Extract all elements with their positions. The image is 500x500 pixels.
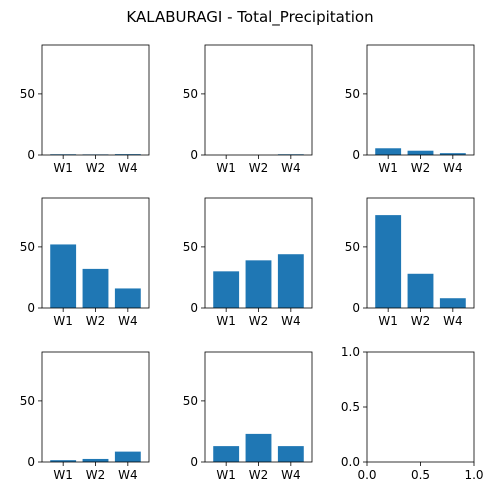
bar-w4 (439, 153, 466, 155)
y-tick-label: 0 (352, 148, 360, 162)
x-tick-label: W2 (249, 468, 269, 482)
bar-w4 (439, 298, 466, 308)
subplot-3: W1 W2 W4 0 50 (345, 44, 475, 175)
axes-frame (41, 44, 150, 156)
y-tick-label: 0 (27, 455, 35, 469)
bar-w2 (245, 260, 272, 308)
x-tick-label: W1 (378, 314, 398, 328)
x-tick-label: W2 (411, 161, 431, 175)
bar-w2 (407, 273, 434, 308)
axes-frame (41, 351, 150, 463)
x-tick-label: W2 (86, 468, 106, 482)
x-tick-label: W1 (53, 468, 73, 482)
y-tick-label: 50 (183, 394, 198, 408)
y-tick-label: 50 (345, 87, 360, 101)
axes-frame (204, 351, 313, 463)
y-tick-label: 0 (190, 301, 198, 315)
subplot-8: W1 W2 W4 0 50 (183, 351, 313, 482)
x-tick-label: W2 (86, 314, 106, 328)
y-tick-label: 0.5 (341, 400, 360, 414)
bar-w2 (407, 150, 434, 155)
axes-frame (366, 351, 475, 463)
subplot-5: W1 W2 W4 0 50 (183, 197, 313, 328)
x-tick-label: W4 (281, 314, 301, 328)
axes-frame (204, 44, 313, 156)
x-tick-label: W1 (53, 161, 73, 175)
x-tick-label: W2 (86, 161, 106, 175)
bar-w2 (82, 268, 109, 308)
x-tick-label: W2 (249, 314, 269, 328)
bar-w1 (50, 244, 77, 308)
x-tick-label: W4 (118, 314, 138, 328)
y-tick-label: 50 (20, 394, 35, 408)
x-tick-label: 1.0 (464, 468, 483, 482)
bar-w1 (375, 215, 402, 308)
bar-w2 (245, 433, 272, 462)
bar-w1 (375, 148, 402, 155)
x-tick-label: W4 (281, 468, 301, 482)
y-tick-label: 1.0 (341, 345, 360, 359)
subplot-6: W1 W2 W4 0 50 (345, 197, 475, 328)
bar-w4 (277, 446, 304, 462)
x-tick-label: W4 (118, 468, 138, 482)
chart-title: KALABURAGI - Total_Precipitation (126, 8, 373, 27)
x-tick-label: W1 (216, 468, 236, 482)
x-tick-label: 0.5 (411, 468, 430, 482)
y-tick-label: 0 (190, 455, 198, 469)
x-tick-label: W1 (378, 161, 398, 175)
subplot-4: W1 W2 W4 0 50 (20, 197, 150, 328)
x-tick-label: W2 (249, 161, 269, 175)
bar-w1 (213, 271, 240, 308)
y-tick-label: 0 (27, 301, 35, 315)
y-tick-label: 0 (190, 148, 198, 162)
subplot-9: 0.0 0.5 1.0 0.0 0.5 1.0 (341, 345, 484, 482)
y-tick-label: 0 (27, 148, 35, 162)
bar-w1 (50, 460, 77, 462)
bar-w4 (114, 288, 141, 308)
bar-w2 (82, 458, 109, 462)
x-tick-label: W1 (216, 161, 236, 175)
x-tick-label: W4 (118, 161, 138, 175)
axes-frame (204, 197, 313, 309)
subplot-2: W1 W2 W4 0 50 (183, 44, 313, 175)
axes-frame (366, 197, 475, 309)
bar-w1 (213, 446, 240, 462)
y-tick-label: 50 (183, 87, 198, 101)
y-tick-label: 50 (183, 240, 198, 254)
y-tick-label: 50 (20, 87, 35, 101)
x-tick-label: W4 (443, 161, 463, 175)
subplot-7: W1 W2 W4 0 50 (20, 351, 150, 482)
x-tick-label: W1 (53, 314, 73, 328)
y-tick-label: 50 (20, 240, 35, 254)
x-tick-label: W1 (216, 314, 236, 328)
bar-w4 (277, 254, 304, 308)
x-tick-label: 0.0 (357, 468, 376, 482)
subplots-grid: W1 W2 W4 0 50 W1 W2 W4 0 50 W1 W2 W4 0 50 W1 W2 W4 0 50 W1 W2… (20, 44, 484, 482)
x-tick-label: W2 (411, 314, 431, 328)
x-tick-label: W4 (281, 161, 301, 175)
bar-w4 (114, 154, 141, 155)
y-tick-label: 0.0 (341, 455, 360, 469)
y-tick-label: 0 (352, 301, 360, 315)
bar-w4 (114, 451, 141, 462)
axes-frame (366, 44, 475, 156)
x-tick-label: W4 (443, 314, 463, 328)
axes-frame (41, 197, 150, 309)
y-tick-label: 50 (345, 240, 360, 254)
subplot-1: W1 W2 W4 0 50 (20, 44, 150, 175)
